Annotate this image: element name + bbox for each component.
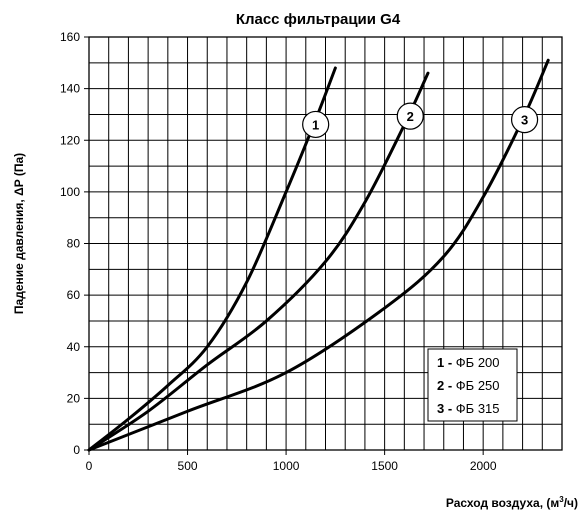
legend-entry: 1 - ФБ 200 — [437, 355, 500, 370]
grid — [89, 37, 562, 450]
legend-box — [427, 348, 518, 422]
y-tick-label: 140 — [60, 82, 80, 96]
series-marker-circle — [302, 110, 330, 139]
series-line-1 — [87, 66, 337, 452]
y-tick-label: 120 — [60, 133, 80, 147]
x-tick-label: 500 — [178, 459, 198, 473]
x-tick-label: 2000 — [470, 459, 497, 473]
y-axis-ticks: 0 20 40 60 80 100 120 140 160 — [60, 30, 89, 457]
x-tick-label: 1500 — [371, 459, 398, 473]
y-tick-label: 40 — [67, 340, 81, 354]
x-tick-label: 1000 — [273, 459, 300, 473]
chart-title: Класс фильтрации G4 — [236, 11, 401, 28]
legend-entry: 3 - ФБ 315 — [437, 401, 500, 416]
series-marker-circle — [396, 102, 424, 130]
series-line-3 — [87, 58, 550, 452]
series-markers: 1 2 3 — [302, 102, 539, 139]
y-axis-label: Падение давления, ΔP (Па) — [12, 153, 26, 314]
series-marker-label: 1 — [312, 117, 319, 132]
series-marker-label: 2 — [407, 109, 414, 124]
series-marker-circle — [510, 105, 539, 134]
series-line-2 — [87, 71, 430, 452]
x-axis-ticks: 0 500 1000 1500 2000 — [86, 450, 497, 473]
y-tick-label: 160 — [60, 30, 80, 44]
x-tick-label: 0 — [86, 459, 93, 473]
y-tick-label: 20 — [67, 391, 81, 405]
legend: 1 - ФБ 200 2 - ФБ 250 3 - ФБ 315 — [427, 348, 518, 422]
y-tick-label: 80 — [67, 237, 81, 251]
y-tick-label: 0 — [73, 443, 80, 457]
y-tick-label: 100 — [60, 185, 80, 199]
y-tick-label: 60 — [67, 288, 81, 302]
x-axis-label: Расход воздуха, (м3/ч) — [446, 495, 578, 510]
legend-entry: 2 - ФБ 250 — [437, 378, 500, 393]
series-marker-label: 3 — [521, 113, 528, 128]
